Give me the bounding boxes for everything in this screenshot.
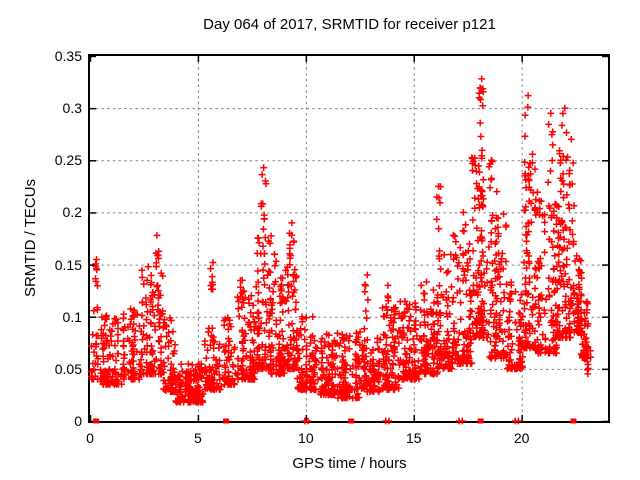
zero-marker-square bbox=[222, 418, 229, 424]
x-tick-label: 10 bbox=[298, 430, 314, 446]
x-tick-label: 5 bbox=[194, 430, 202, 446]
y-tick-label: 0.15 bbox=[54, 256, 82, 273]
zero-marker-square bbox=[570, 418, 577, 424]
x-tick-label: 15 bbox=[405, 430, 422, 446]
y-tick-label: 0 bbox=[74, 413, 82, 429]
y-tick-label: 0.2 bbox=[62, 204, 82, 221]
y-tick-label: 0.1 bbox=[62, 308, 82, 325]
data-points bbox=[87, 75, 595, 406]
y-tick-label: 0.3 bbox=[62, 100, 82, 117]
zero-marker-plus bbox=[301, 417, 522, 425]
tick-marks bbox=[89, 55, 608, 423]
x-axis-label: GPS time / hours bbox=[292, 455, 407, 472]
y-tick-label: 0.25 bbox=[54, 152, 82, 169]
y-tick-label: 0.35 bbox=[54, 48, 82, 64]
zero-level-markers bbox=[93, 417, 577, 425]
y-tick-label: 0.05 bbox=[54, 360, 82, 377]
chart-title: Day 064 of 2017, SRMTID for receiver p12… bbox=[203, 16, 496, 33]
zero-marker-square bbox=[93, 418, 100, 424]
zero-marker-square bbox=[348, 418, 355, 424]
x-tick-label: 20 bbox=[513, 430, 530, 446]
x-tick-label: 0 bbox=[86, 430, 94, 446]
zero-marker-square bbox=[477, 418, 484, 424]
